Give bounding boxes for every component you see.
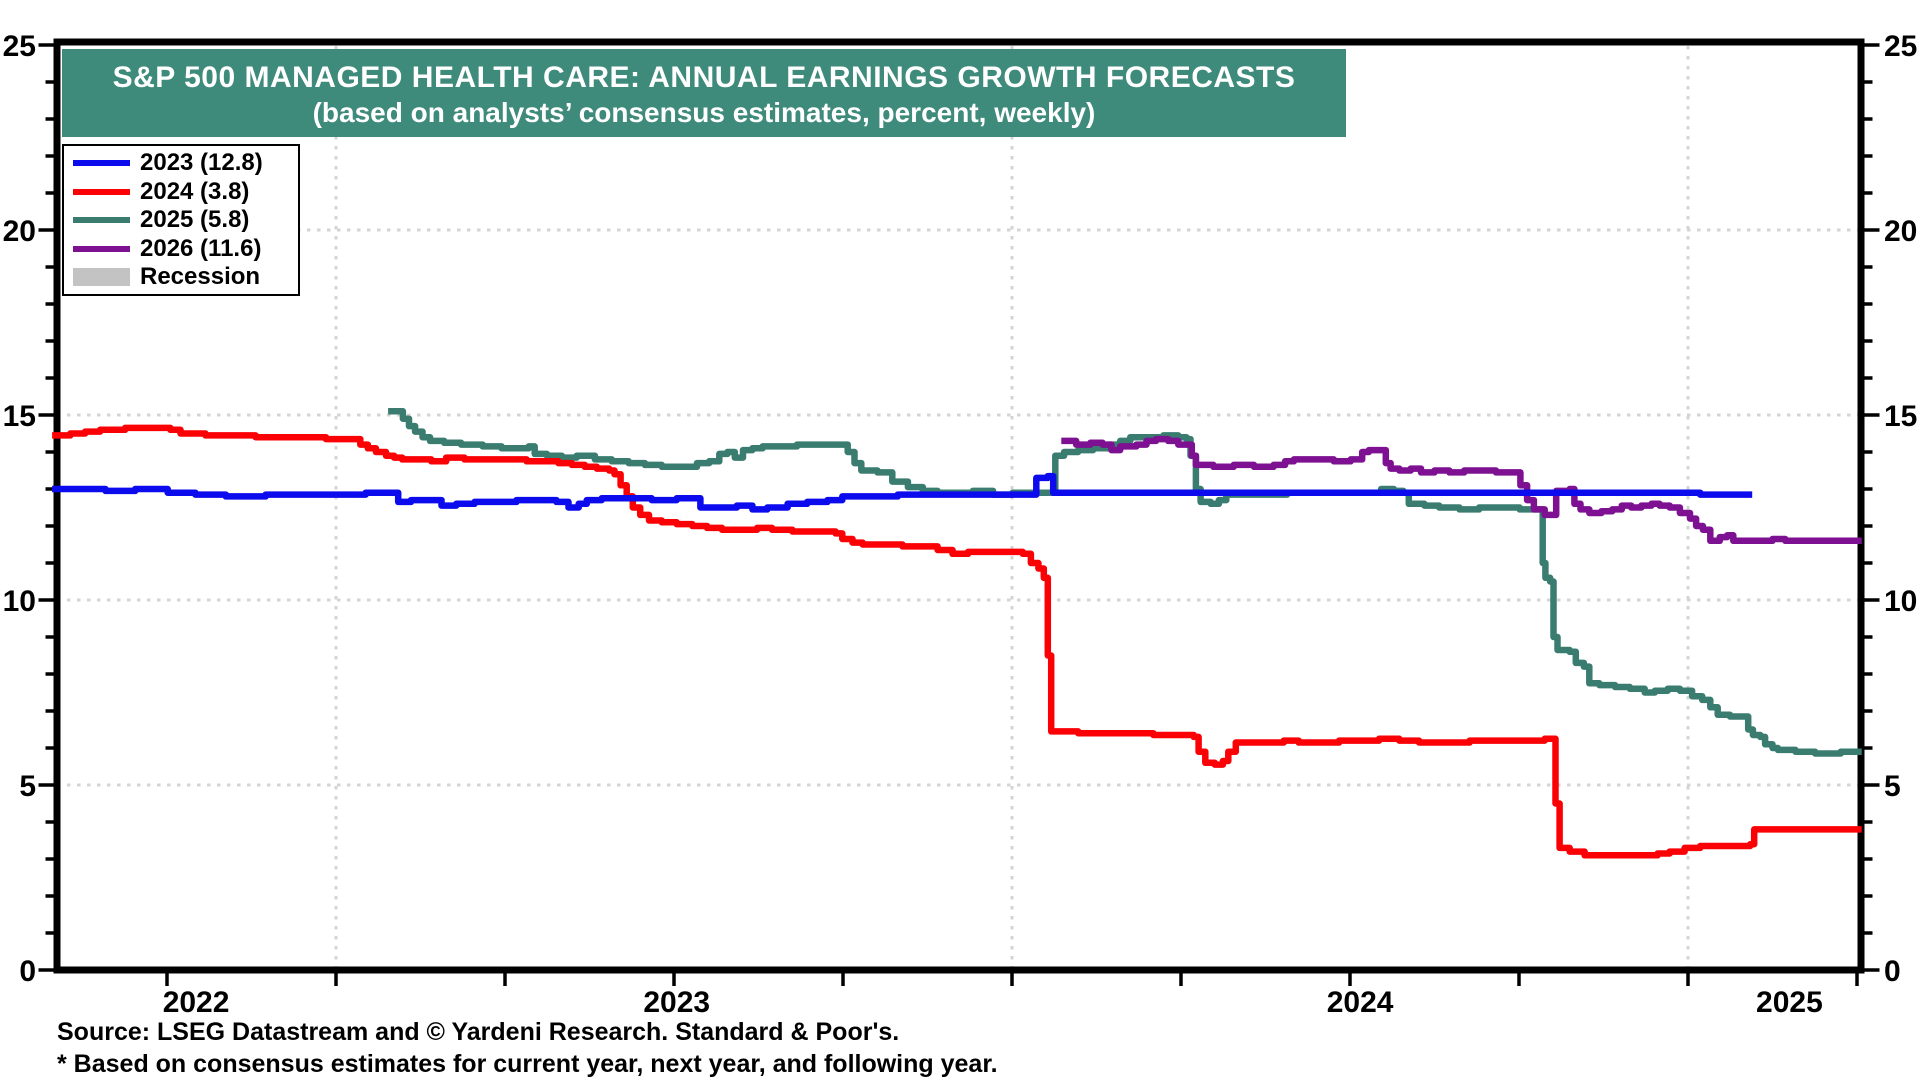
legend: 2023 (12.8) 2024 (3.8) 2025 (5.8) 2026 (11.… xyxy=(62,144,300,296)
x-axis-label-2024: 2024 xyxy=(1327,986,1394,1019)
series-line-2025 xyxy=(388,408,1862,757)
y-axis-label-right: 25 xyxy=(1884,30,1917,63)
y-axis-label-left: 20 xyxy=(3,215,36,248)
legend-item-2025: 2025 (5.8) xyxy=(64,206,298,235)
chart-subtitle: (based on analysts’ consensus estimates,… xyxy=(312,97,1096,128)
y-axis-label-left: 5 xyxy=(19,770,36,803)
y-axis-label-right: 10 xyxy=(1884,585,1917,618)
y-axis-label-left: 25 xyxy=(3,30,36,63)
plot-frame xyxy=(53,38,1865,974)
legend-label-2026: 2026 (11.6) xyxy=(140,234,262,262)
chart-title-box: S&P 500 MANAGED HEALTH CARE: ANNUAL EARN… xyxy=(62,49,1346,137)
series-line-2024 xyxy=(52,424,1862,859)
legend-label-recession: Recession xyxy=(140,263,261,291)
x-axis-label-2022: 2022 xyxy=(163,986,230,1019)
legend-item-2026: 2026 (11.6) xyxy=(64,235,298,264)
y-axis-label-right: 20 xyxy=(1884,215,1917,248)
y-axis-label-left: 0 xyxy=(19,955,36,988)
legend-label-2024: 2024 (3.8) xyxy=(140,177,250,205)
y-axis-label-left: 15 xyxy=(3,400,36,433)
source-text: Source: LSEG Datastream and © Yardeni Re… xyxy=(57,1018,900,1046)
legend-swatch-2026 xyxy=(73,245,130,252)
x-axis-label-2023: 2023 xyxy=(643,986,710,1019)
y-axis-label-left: 10 xyxy=(3,585,36,618)
series-line-2023 xyxy=(52,472,1753,513)
legend-swatch-2024 xyxy=(73,188,130,195)
y-axis-label-right: 5 xyxy=(1884,770,1901,803)
legend-swatch-recession xyxy=(73,268,130,287)
y-axis-label-right: 0 xyxy=(1884,955,1901,988)
y-axis-label-right: 15 xyxy=(1884,400,1917,433)
legend-item-2023: 2023 (12.8) xyxy=(64,149,298,178)
legend-item-recession: Recession xyxy=(64,263,298,292)
legend-label-2023: 2023 (12.8) xyxy=(140,149,263,177)
legend-item-2024: 2024 (3.8) xyxy=(64,178,298,207)
legend-swatch-2025 xyxy=(73,217,130,224)
legend-label-2025: 2025 (5.8) xyxy=(140,206,250,234)
chart-title: S&P 500 MANAGED HEALTH CARE: ANNUAL EARN… xyxy=(112,61,1296,94)
series-line-2026 xyxy=(1061,435,1862,545)
legend-swatch-2023 xyxy=(73,160,130,167)
x-axis-label-2025: 2025 xyxy=(1756,986,1823,1019)
footnote-text: * Based on consensus estimates for curre… xyxy=(57,1050,998,1078)
